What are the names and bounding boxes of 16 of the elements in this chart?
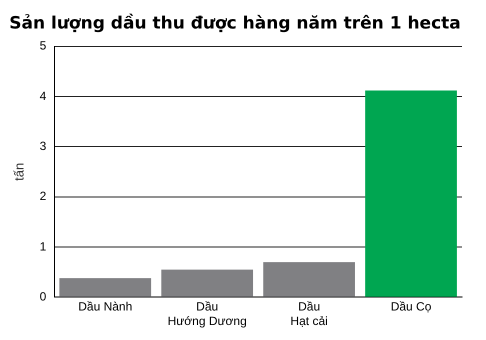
y-tick-label: 0 [40,290,47,304]
chart-title: Sản lượng dầu thu được hàng năm trên 1 hecta [9,14,461,34]
bar [161,270,254,297]
x-tick-label: Dầu Nành [78,300,132,314]
bar [59,278,152,297]
x-tick-label: Dầu Cọ [390,300,432,314]
y-tick-label: 4 [40,88,47,103]
y-tick-label: 3 [40,139,47,154]
y-axis-title: tấn [11,162,26,181]
bar [365,90,457,297]
x-tick-label: Dầu Hướng Dương [168,300,247,328]
y-tick-label: 2 [40,189,47,204]
bar [263,262,355,297]
x-tick-label: Dầu Hạt cải [290,300,328,328]
y-tick-label: 5 [40,38,47,53]
y-tick-label: 1 [40,239,47,254]
